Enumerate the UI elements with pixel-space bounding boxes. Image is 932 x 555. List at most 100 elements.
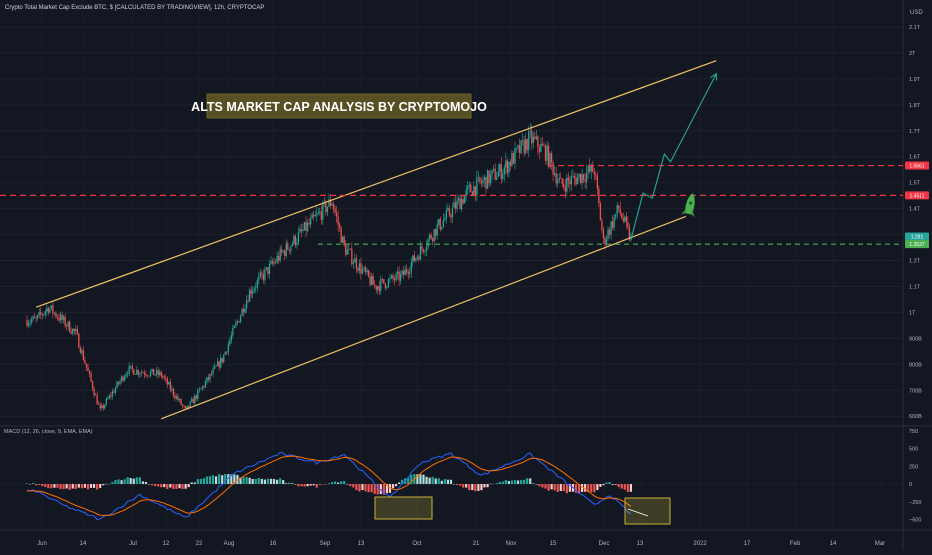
macd-histogram-bar	[251, 479, 254, 485]
macd-histogram-bar	[385, 484, 388, 494]
candle	[30, 316, 33, 326]
macd-histogram-bar	[419, 474, 422, 485]
macd-histogram-bar	[437, 478, 440, 485]
macd-histogram-bar	[199, 478, 202, 485]
macd-histogram-bar	[349, 484, 352, 487]
candle	[534, 131, 536, 141]
candle	[302, 223, 304, 233]
projection-path	[630, 73, 717, 240]
macd-histogram-bar	[333, 481, 337, 485]
candle	[518, 138, 521, 159]
candle	[249, 287, 251, 302]
candle	[215, 365, 217, 367]
annotation-box[interactable]: ALTS MARKET CAP ANALYSIS BY CRYPTOMOJO	[191, 93, 487, 119]
candle	[221, 357, 223, 364]
candle	[624, 215, 626, 224]
macd-histogram-bar	[221, 475, 224, 485]
candle	[543, 142, 545, 148]
candle	[529, 122, 531, 139]
candle	[409, 266, 411, 278]
macd-highlight-box[interactable]	[374, 496, 433, 520]
svg-text:1.5661: 1.5661	[909, 164, 925, 170]
macd-histogram-bar	[577, 484, 581, 493]
macd-histogram-bar	[196, 479, 199, 485]
candle	[279, 245, 281, 263]
candle	[555, 166, 557, 187]
candle	[70, 327, 72, 335]
candle	[444, 214, 446, 222]
macd-histogram-bar	[59, 484, 62, 489]
candle	[499, 162, 501, 177]
candle	[107, 396, 109, 400]
macd-pane	[0, 451, 903, 525]
divergence-line	[627, 508, 649, 517]
candle	[134, 373, 136, 375]
time-tick-label: 12	[163, 541, 170, 547]
candle	[247, 294, 249, 303]
candle	[277, 252, 280, 265]
macd-histogram-bar	[86, 484, 90, 490]
candle	[335, 205, 338, 224]
candle	[442, 213, 444, 229]
macd-histogram-bar	[68, 484, 71, 490]
candle	[608, 226, 611, 239]
macd-histogram-bar	[489, 483, 492, 485]
macd-histogram-bar	[483, 484, 486, 488]
price-tick-label: 800B	[909, 362, 922, 368]
candle	[396, 267, 399, 280]
candle	[381, 277, 383, 284]
projection-arrowhead	[710, 72, 718, 81]
time-tick-label: 13	[358, 541, 365, 547]
candle	[189, 400, 191, 409]
candle	[171, 385, 173, 393]
candle	[489, 169, 492, 187]
macd-histogram-bar	[132, 478, 135, 485]
macd-histogram-bar	[77, 484, 80, 488]
macd-legend: MACD (12, 26, close, 9, EMA, EMA)	[4, 429, 93, 435]
candle	[111, 388, 114, 400]
macd-highlight-box[interactable]	[624, 497, 671, 525]
macd-histogram-bar	[266, 478, 270, 485]
candle	[523, 136, 525, 157]
candle	[561, 178, 563, 188]
macd-histogram-bar	[230, 474, 233, 485]
candle	[52, 301, 54, 319]
candle	[79, 345, 82, 354]
candle	[535, 130, 537, 141]
drawings[interactable]	[0, 60, 903, 420]
macd-histogram-bar	[129, 477, 132, 485]
macd-histogram-bar	[446, 479, 449, 485]
macd-histogram-bar	[529, 478, 532, 485]
macd-histogram-bar	[47, 484, 50, 489]
candle	[375, 285, 377, 294]
candle	[550, 150, 553, 171]
macd-histogram-bar	[370, 484, 373, 493]
macd-histogram-bar	[532, 483, 535, 485]
candle	[496, 171, 498, 181]
macd-tick-label: 750	[909, 429, 918, 435]
candle	[482, 175, 484, 188]
time-tick-label: Oct	[412, 541, 422, 547]
candle	[206, 377, 208, 385]
candle	[404, 265, 406, 275]
candle	[410, 257, 412, 278]
candle	[430, 232, 432, 240]
candle	[29, 318, 31, 328]
candle	[552, 160, 554, 182]
candle	[435, 228, 437, 241]
candle	[462, 195, 464, 205]
candle	[165, 374, 167, 383]
candle	[252, 286, 254, 299]
svg-text:1.4511: 1.4511	[910, 193, 925, 199]
macd-histogram-bar	[407, 477, 410, 485]
candle	[413, 250, 415, 262]
candle	[532, 132, 534, 149]
candle	[27, 319, 30, 329]
macd-histogram-bar	[108, 483, 111, 485]
candle	[59, 311, 62, 324]
candle	[268, 259, 271, 280]
macd-histogram-bar	[297, 484, 300, 487]
candle	[346, 244, 348, 255]
